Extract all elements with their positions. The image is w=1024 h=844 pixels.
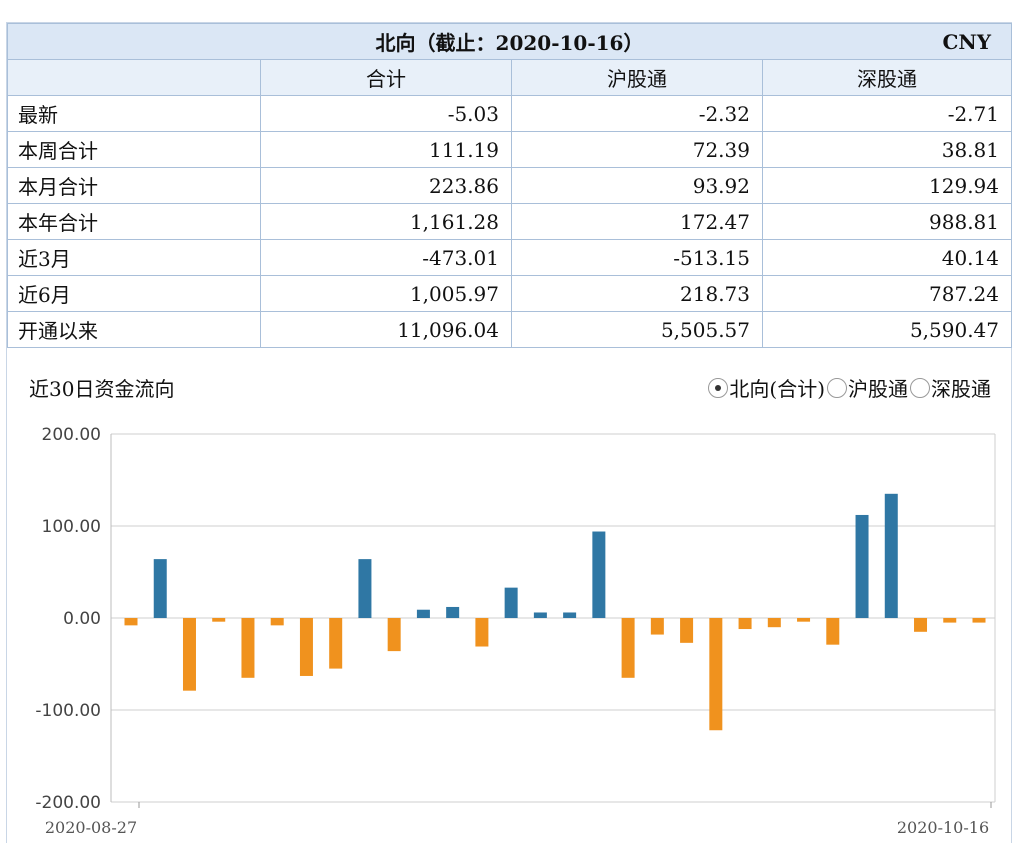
chart-bar [738, 618, 752, 630]
chart-bar [416, 609, 430, 618]
chart-bar [621, 618, 635, 678]
chart-bar [767, 618, 781, 628]
y-tick-label: 100.00 [42, 517, 101, 537]
table-row: 本周合计 111.19 72.39 38.81 [7, 131, 1012, 168]
cell-shanghai: -2.32 [511, 95, 763, 132]
table-title-cell: 北向（截止：2020-10-16） CNY [7, 23, 1012, 60]
table-title: 北向（截止：2020-10-16） [375, 31, 644, 55]
row-label: 本周合计 [7, 131, 261, 168]
chart-legend: 北向(合计) 沪股通 深股通 [708, 373, 991, 402]
radio-selected-icon[interactable] [708, 377, 729, 398]
chart-bar [299, 618, 313, 676]
header-empty [7, 59, 261, 96]
legend-label: 深股通 [931, 377, 991, 401]
chart-bar [709, 618, 723, 731]
chart-bar [563, 612, 577, 618]
table-row: 本月合计 223.86 93.92 129.94 [7, 167, 1012, 204]
radio-icon[interactable] [910, 377, 930, 398]
cell-shanghai: 5,505.57 [511, 311, 763, 348]
x-end-date-label: 2020-10-16 [897, 818, 989, 837]
cell-shenzhen: 38.81 [762, 131, 1012, 168]
bar-chart: 200.00 100.00 0.00 -100.00 -200.00 2020-08-27… [35, 425, 996, 837]
x-start-date-label: 2020-08-27 [45, 818, 137, 837]
y-tick-label: -100.00 [35, 701, 101, 721]
row-label: 开通以来 [7, 311, 261, 348]
table-row: 开通以来 11,096.04 5,505.57 5,590.47 [7, 311, 1012, 348]
chart-bar [826, 618, 840, 645]
table-title-row: 北向（截止：2020-10-16） CNY [7, 23, 1012, 60]
chart-bar [153, 559, 167, 618]
cell-total: 1,161.28 [260, 203, 512, 240]
table-row: 近3月 -473.01 -513.15 40.14 [7, 239, 1012, 276]
table-header-row: 合计 沪股通 深股通 [7, 59, 1012, 96]
chart-bar [270, 618, 284, 626]
header-total: 合计 [260, 59, 512, 96]
chart-bar [650, 618, 664, 635]
cell-shanghai: 72.39 [511, 131, 763, 168]
cell-total: 11,096.04 [260, 311, 512, 348]
summary-table: 北向（截止：2020-10-16） CNY 合计 沪股通 深股通 最新 -5.0… [7, 23, 1012, 348]
cell-total: 223.86 [260, 167, 512, 204]
cell-shenzhen: 129.94 [762, 167, 1012, 204]
chart-bar [972, 618, 986, 623]
y-tick-label: 0.00 [63, 609, 101, 629]
cell-shenzhen: -2.71 [762, 95, 1012, 132]
chart-bar [943, 618, 957, 623]
chart-bar [387, 618, 401, 652]
row-label: 近6月 [7, 275, 261, 312]
cell-total: -5.03 [260, 95, 512, 132]
row-label: 近3月 [7, 239, 261, 276]
row-label: 本月合计 [7, 167, 261, 204]
radio-icon[interactable] [827, 377, 847, 398]
chart-bar [358, 559, 372, 618]
legend-label: 北向(合计) [729, 377, 825, 401]
cell-shenzhen: 988.81 [762, 203, 1012, 240]
chart-bar [914, 618, 928, 632]
northbound-panel: 北向（截止：2020-10-16） CNY 合计 沪股通 深股通 最新 -5.0… [6, 22, 1012, 843]
chart-bar [884, 493, 898, 618]
table-row: 近6月 1,005.97 218.73 787.24 [7, 275, 1012, 312]
cell-shanghai: -513.15 [511, 239, 763, 276]
cell-shenzhen: 787.24 [762, 275, 1012, 312]
chart-bar [504, 587, 518, 618]
cell-total: 111.19 [260, 131, 512, 168]
y-tick-label: 200.00 [42, 425, 101, 445]
header-shenzhen: 深股通 [762, 59, 1012, 96]
chart-bar [475, 618, 489, 647]
chart-bar [446, 606, 460, 618]
legend-label: 沪股通 [848, 377, 908, 401]
header-shanghai: 沪股通 [511, 59, 763, 96]
row-label: 本年合计 [7, 203, 261, 240]
chart-bar [124, 618, 138, 626]
currency-label: CNY [942, 30, 991, 54]
chart-title: 近30日资金流向 [29, 377, 175, 401]
chart-bar [797, 618, 811, 622]
table-row: 本年合计 1,161.28 172.47 988.81 [7, 203, 1012, 240]
cell-shanghai: 93.92 [511, 167, 763, 204]
chart-bar [241, 618, 255, 678]
legend-option-total[interactable]: 北向(合计) [708, 373, 825, 402]
cell-total: -473.01 [260, 239, 512, 276]
chart-bar [329, 618, 343, 669]
chart-bar [592, 531, 606, 618]
cell-total: 1,005.97 [260, 275, 512, 312]
legend-option-shenzhen[interactable]: 深股通 [910, 373, 991, 402]
row-label: 最新 [7, 95, 261, 132]
chart-bar [680, 618, 694, 643]
y-tick-label: -200.00 [35, 793, 101, 813]
cell-shenzhen: 40.14 [762, 239, 1012, 276]
table-row: 最新 -5.03 -2.32 -2.71 [7, 95, 1012, 132]
cell-shanghai: 172.47 [511, 203, 763, 240]
chart-bar [533, 612, 547, 618]
legend-option-shanghai[interactable]: 沪股通 [827, 373, 908, 402]
chart-bar [182, 618, 196, 691]
cell-shanghai: 218.73 [511, 275, 763, 312]
cell-shenzhen: 5,590.47 [762, 311, 1012, 348]
chart-bar [212, 618, 226, 622]
chart-bar [855, 514, 869, 618]
flow-chart-area: 近30日资金流向 北向(合计) 沪股通 深股通 200.00 100.00 0.00… [7, 353, 1011, 844]
